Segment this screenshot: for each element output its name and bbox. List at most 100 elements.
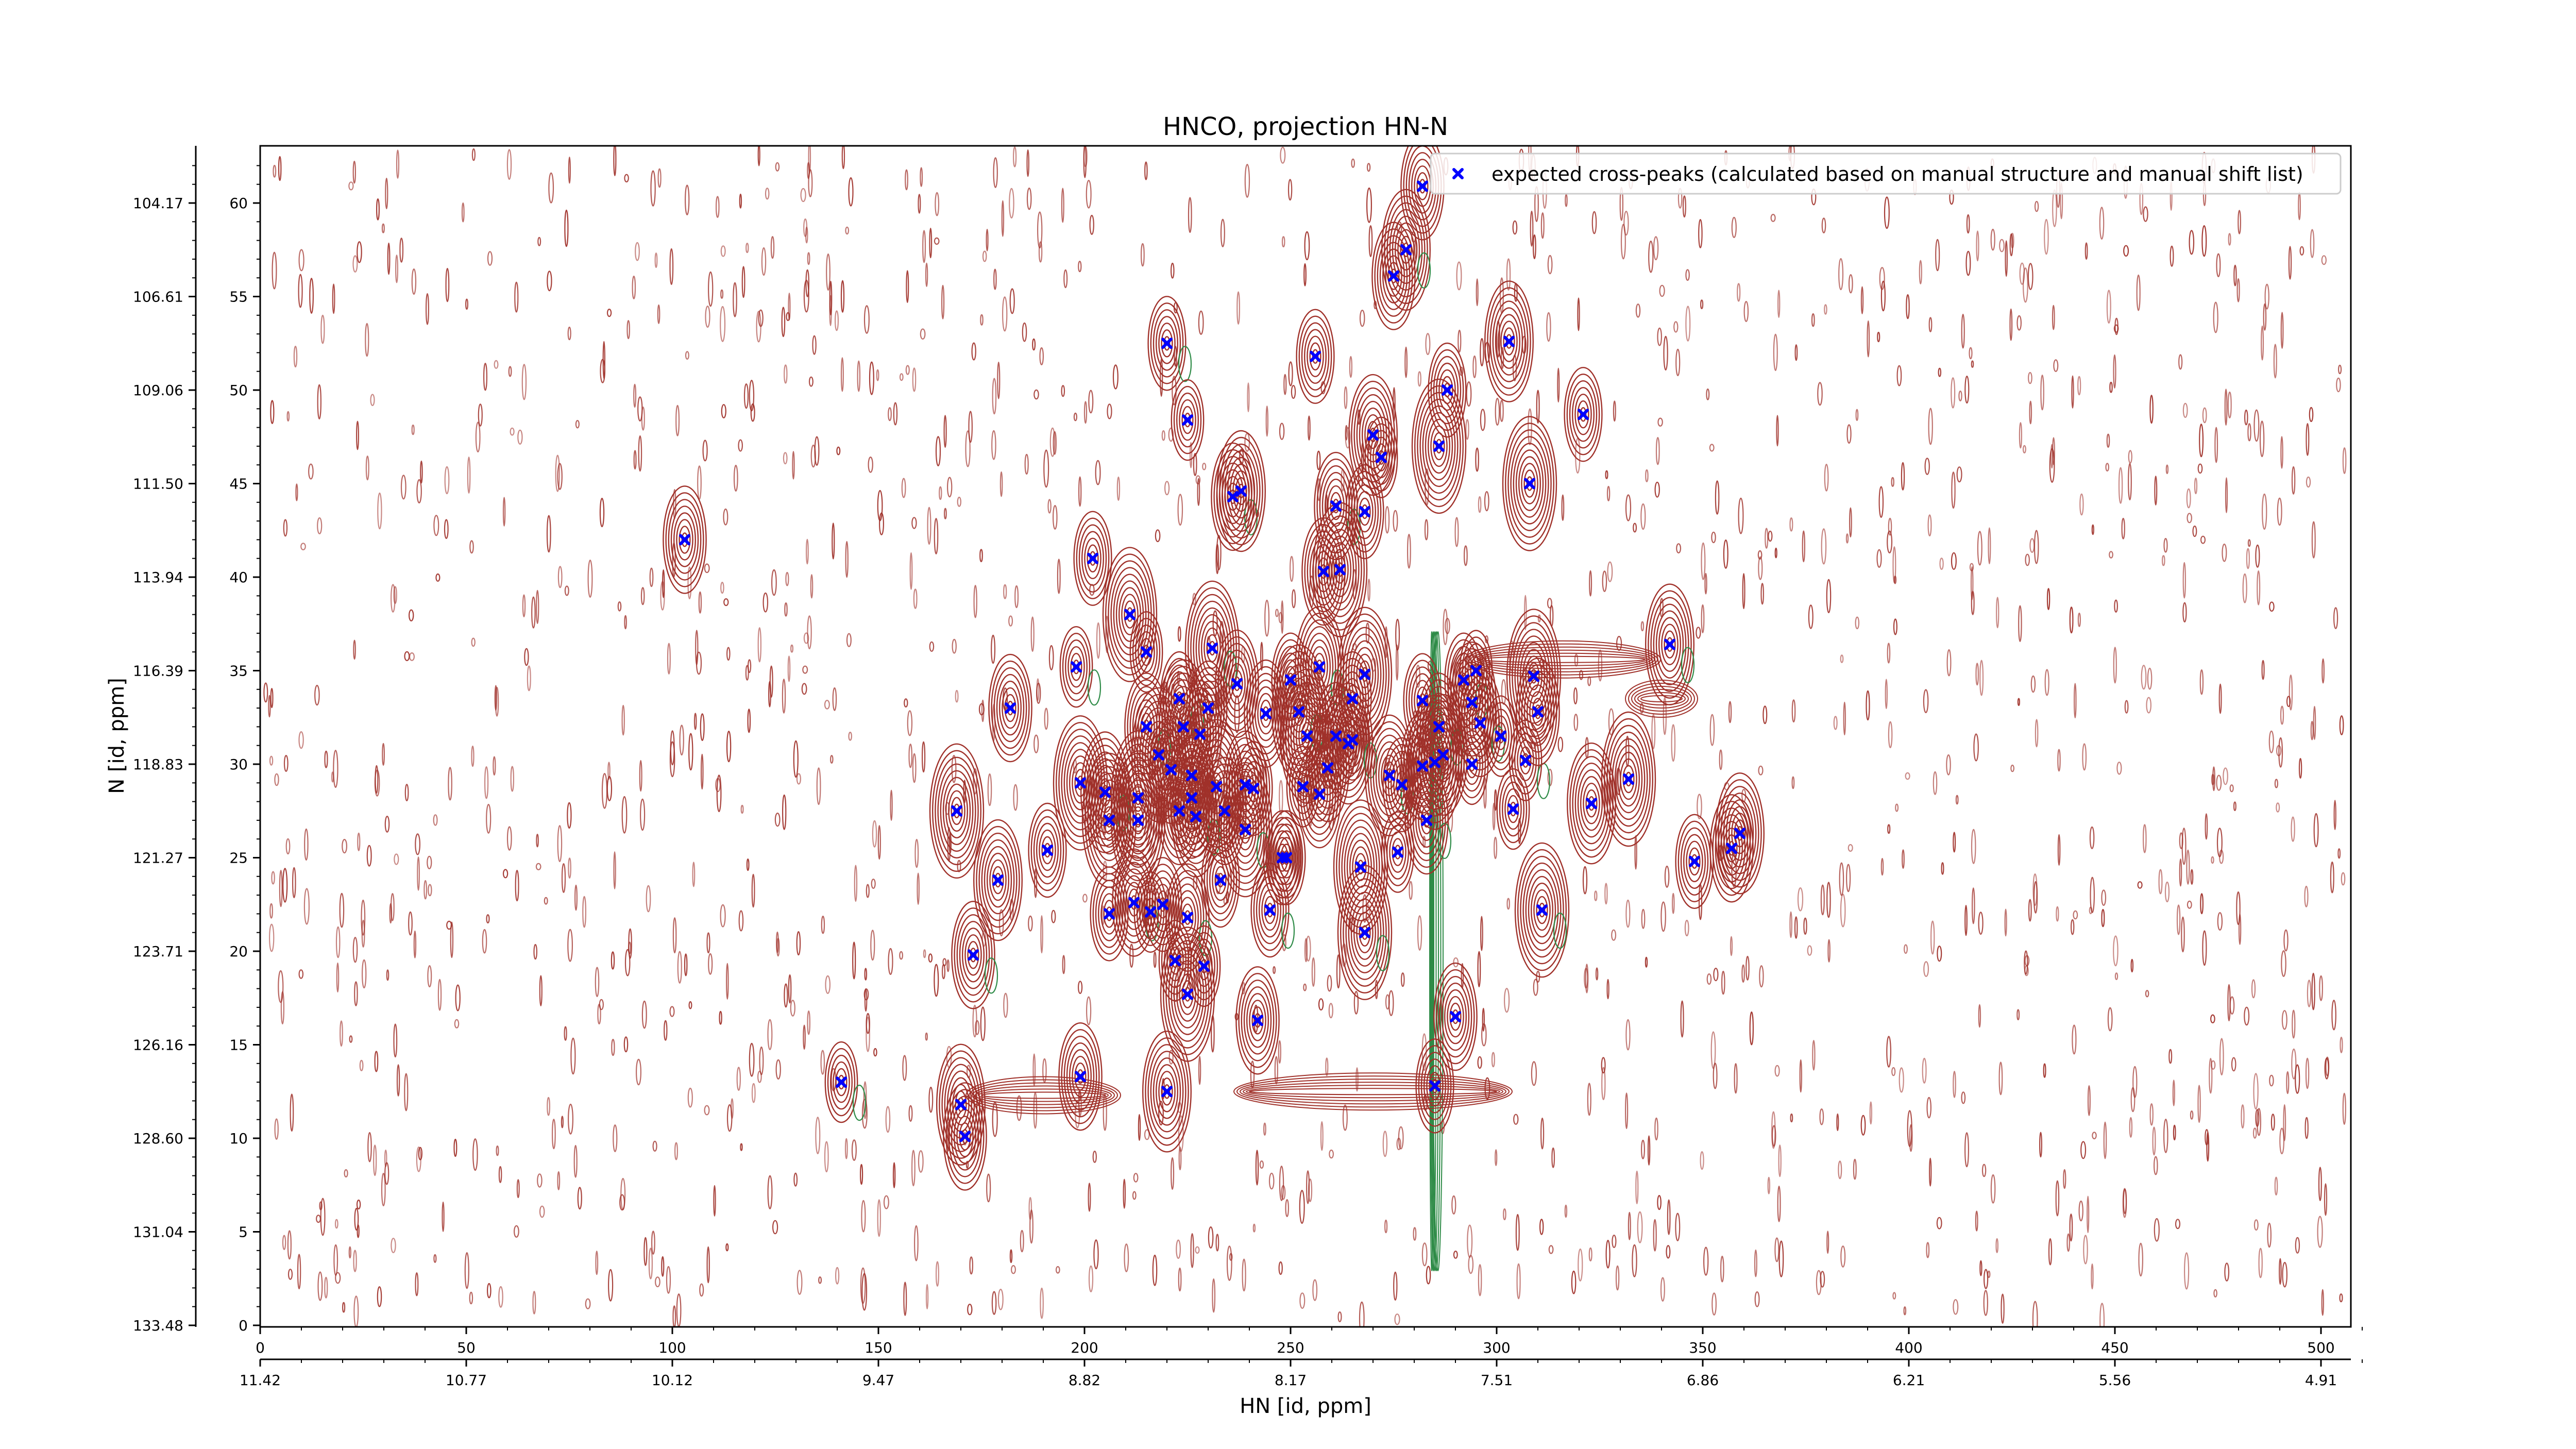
noise-contour bbox=[639, 760, 642, 792]
noise-contour bbox=[1329, 1149, 1334, 1159]
noise-contour bbox=[669, 741, 675, 778]
peak-contour bbox=[1503, 327, 1515, 356]
noise-contour bbox=[2199, 424, 2204, 458]
noise-contour bbox=[1953, 832, 1956, 853]
peak-contour bbox=[1215, 629, 1259, 738]
peak-contour bbox=[994, 872, 1002, 888]
peak-contour bbox=[1588, 796, 1595, 811]
peak-contour bbox=[1198, 614, 1227, 683]
noise-contour bbox=[415, 1272, 419, 1296]
x-ppm-tick-label: 11.42 bbox=[240, 1372, 281, 1389]
noise-contour bbox=[377, 1286, 382, 1307]
cross-peak-marker bbox=[1281, 852, 1292, 864]
noise-contour bbox=[1657, 417, 1663, 427]
peak-contour bbox=[1333, 799, 1388, 935]
noise-contour bbox=[2288, 246, 2292, 280]
noise-contour bbox=[1530, 210, 1534, 247]
peak-contour bbox=[1433, 713, 1445, 741]
noise-contour bbox=[1171, 1157, 1175, 1190]
noise-contour bbox=[2149, 394, 2154, 424]
noise-contour bbox=[1573, 714, 1579, 731]
noise-contour bbox=[1512, 220, 1518, 235]
noise-contour bbox=[577, 1187, 582, 1210]
noise-contour bbox=[1589, 570, 1592, 597]
noise-contour bbox=[2050, 444, 2054, 469]
noise-contour bbox=[1138, 1114, 1141, 1141]
noise-contour bbox=[866, 1016, 870, 1052]
peak-contour bbox=[1622, 765, 1635, 794]
noise-contour bbox=[1024, 453, 1029, 475]
noise-contour bbox=[1281, 600, 1284, 634]
peak-contour bbox=[1650, 597, 1689, 692]
peak-contour bbox=[937, 763, 976, 859]
noise-contour bbox=[1990, 1174, 1996, 1204]
noise-contour bbox=[611, 1038, 615, 1056]
y-tick-label: 30 bbox=[229, 756, 248, 773]
noise-contour bbox=[1973, 733, 1979, 762]
peak-contour bbox=[1155, 316, 1178, 371]
noise-contour bbox=[1188, 197, 1192, 233]
negative-contour bbox=[1281, 912, 1295, 949]
noise-contour bbox=[1316, 450, 1321, 470]
noise-contour bbox=[707, 271, 714, 307]
noise-contour bbox=[1938, 367, 1942, 377]
noise-contour bbox=[946, 959, 950, 972]
noise-contour bbox=[2029, 538, 2035, 553]
noise-contour bbox=[925, 1032, 928, 1041]
noise-contour bbox=[991, 634, 996, 664]
peak-contour bbox=[1228, 663, 1246, 705]
peak-contour bbox=[1171, 953, 1205, 1035]
noise-contour bbox=[293, 345, 298, 368]
peak-contour bbox=[1433, 962, 1478, 1071]
y-tick-label: 55 bbox=[229, 289, 248, 306]
noise-contour bbox=[1880, 280, 1886, 312]
noise-contour bbox=[967, 1303, 973, 1316]
peak-contour bbox=[1580, 407, 1587, 422]
noise-contour bbox=[1103, 861, 1108, 881]
noise-contour bbox=[928, 953, 933, 963]
noise-contour bbox=[986, 1173, 991, 1203]
peak-contour bbox=[1147, 1044, 1187, 1139]
noise-contour bbox=[1548, 1245, 1554, 1254]
y-tick-label: 25 bbox=[229, 850, 248, 867]
noise-contour bbox=[496, 1145, 499, 1156]
cross-peak-marker bbox=[1153, 749, 1164, 761]
noise-contour bbox=[1819, 1108, 1824, 1125]
peak-contour bbox=[951, 901, 995, 1009]
noise-contour bbox=[638, 435, 642, 472]
peak-contour bbox=[1184, 910, 1191, 925]
noise-contour bbox=[979, 549, 983, 562]
cross-peak-marker bbox=[1417, 695, 1428, 706]
noise-contour bbox=[929, 227, 933, 259]
noise-contour bbox=[1731, 216, 1737, 238]
noise-contour bbox=[2030, 675, 2036, 693]
noise-contour bbox=[1061, 188, 1064, 223]
peak-contour bbox=[1661, 624, 1679, 665]
noise-contour bbox=[273, 164, 277, 178]
peak-contour bbox=[1072, 1055, 1089, 1098]
noise-contour bbox=[2145, 990, 2149, 998]
noise-contour bbox=[2019, 422, 2022, 449]
peak-contour bbox=[1070, 652, 1082, 681]
noise-contour bbox=[1641, 1139, 1646, 1159]
noise-contour bbox=[502, 869, 509, 879]
peak-contour bbox=[1332, 498, 1340, 514]
noise-contour bbox=[1743, 300, 1749, 322]
noise-contour bbox=[1846, 424, 1852, 444]
noise-contour bbox=[1061, 385, 1065, 397]
noise-contour bbox=[624, 174, 629, 182]
noise-contour bbox=[1604, 883, 1608, 905]
noise-contour bbox=[1192, 593, 1196, 605]
peak-contour bbox=[1069, 1049, 1092, 1104]
cross-peak-marker bbox=[1367, 429, 1379, 441]
noise-contour bbox=[1038, 241, 1043, 263]
peak-contour bbox=[1369, 430, 1393, 485]
noise-contour bbox=[922, 230, 926, 263]
peak-contour bbox=[1466, 688, 1495, 757]
y-ppm-tick-label: 113.94 bbox=[133, 569, 183, 586]
noise-contour bbox=[2224, 1262, 2230, 1282]
noise-contour bbox=[595, 967, 600, 998]
noise-contour bbox=[676, 1293, 682, 1327]
peak-contour bbox=[1450, 648, 1494, 757]
noise-contour bbox=[1393, 510, 1398, 532]
